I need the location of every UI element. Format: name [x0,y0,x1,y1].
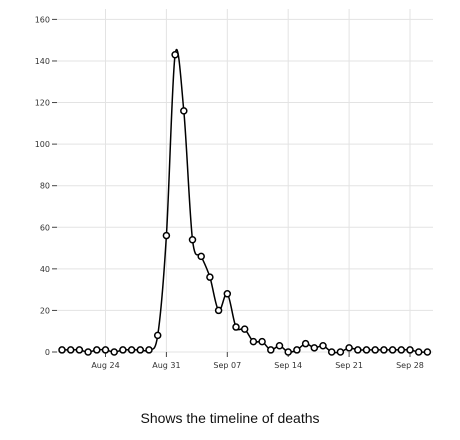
data-point [224,291,230,297]
data-point [76,347,82,353]
x-tick-label: Sep 14 [274,361,302,370]
data-point [398,347,404,353]
data-point [85,349,91,355]
data-point [329,349,335,355]
data-point [111,349,117,355]
data-point [337,349,343,355]
chart-caption: Shows the timeline of deaths [0,410,460,426]
data-point [242,326,248,332]
y-tick-label: 100 [35,140,50,149]
data-point [294,347,300,353]
data-point [346,345,352,351]
y-tick-label: 0 [45,348,50,357]
data-point [172,52,178,58]
x-tick-label: Aug 24 [91,361,119,370]
data-point [233,324,239,330]
series [59,50,430,355]
data-point [207,274,213,280]
data-point [181,108,187,114]
grid [57,9,433,352]
data-point [407,347,413,353]
data-point [190,237,196,243]
data-point [146,347,152,353]
y-tick-label: 40 [40,265,50,274]
data-point [155,332,161,338]
data-point [163,233,169,239]
x-tick-label: Aug 31 [152,361,180,370]
data-point [129,347,135,353]
data-point [364,347,370,353]
data-point [268,347,274,353]
data-point [277,343,283,349]
data-point [68,347,74,353]
y-tick-label: 60 [40,223,50,232]
data-point [94,347,100,353]
x-tick-label: Sep 21 [335,361,363,370]
series-line [62,50,427,353]
axes: 0 20 40 60 80 100 120 140 160 Aug 24 Aug 31 Sep 07 S… [35,15,424,370]
y-tick-label: 120 [35,99,50,108]
y-tick-label: 20 [40,306,50,315]
data-point [59,347,65,353]
data-point [372,347,378,353]
data-point [120,347,126,353]
data-point [285,349,291,355]
y-tick-label: 140 [35,57,50,66]
data-point [320,343,326,349]
data-point [381,347,387,353]
data-point [311,345,317,351]
data-point [303,341,309,347]
data-point [416,349,422,355]
x-tick-label: Sep 07 [213,361,241,370]
data-point [198,253,204,259]
y-tick-label: 160 [35,15,50,24]
y-tick-label: 80 [40,182,50,191]
data-point [259,339,265,345]
data-point [424,349,430,355]
x-tick-label: Sep 28 [396,361,424,370]
data-point [390,347,396,353]
data-point [216,307,222,313]
data-point [103,347,109,353]
data-point [250,339,256,345]
data-point [137,347,143,353]
data-point [355,347,361,353]
